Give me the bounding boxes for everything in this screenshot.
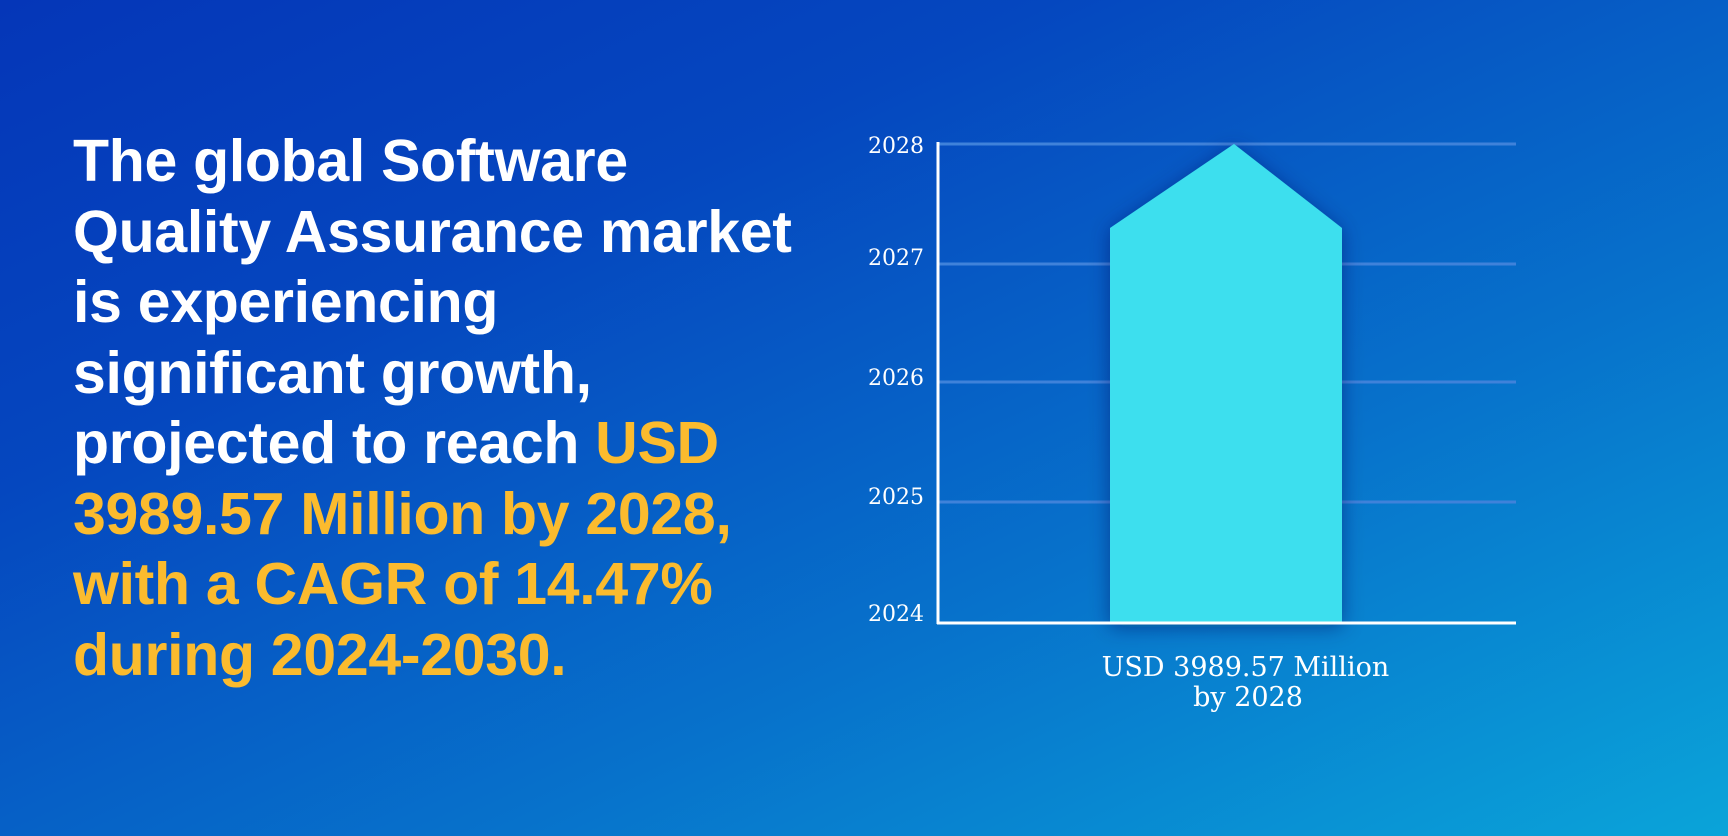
- headline-text: The global Software Quality Assurance ma…: [73, 128, 792, 476]
- category-label-line-1: USD 3989.57 Million: [1102, 652, 1390, 683]
- bars: [1110, 144, 1342, 623]
- y-axis-ticks: 2028 2027 2026 2025 2024: [868, 134, 924, 627]
- bar-usd-3989-57-million: [1110, 144, 1342, 623]
- y-tick-label: 2028: [868, 134, 924, 159]
- y-tick-label: 2027: [868, 246, 924, 271]
- y-tick-label: 2025: [868, 485, 924, 510]
- y-tick-label: 2026: [868, 366, 924, 391]
- category-label: USD 3989.57 Million by 2028: [1102, 652, 1395, 713]
- headline: The global Software Quality Assurance ma…: [73, 126, 793, 690]
- headline-highlight: USD 3989.57 Million by 2028, with a CAGR…: [73, 410, 732, 688]
- y-tick-label: 2024: [868, 602, 924, 627]
- category-label-line-2: by 2028: [1193, 682, 1303, 713]
